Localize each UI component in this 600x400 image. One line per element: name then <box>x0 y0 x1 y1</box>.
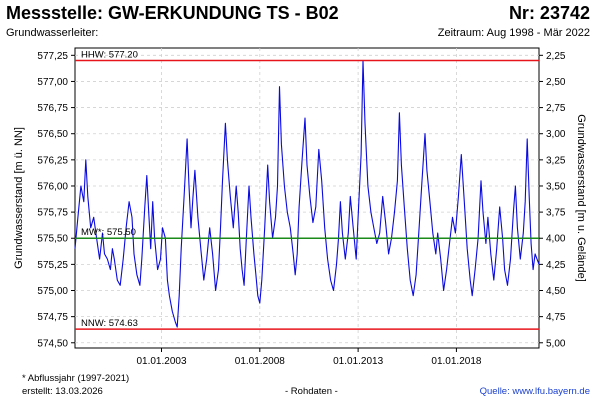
aquifer-label: Grundwasserleiter: <box>6 27 99 39</box>
y2-tick-label: 2,25 <box>546 51 566 62</box>
station-number: Nr: 23742 <box>508 3 590 23</box>
y2-tick-label: 3,75 <box>546 208 566 219</box>
created-date: erstellt: 13.03.2026 <box>22 386 103 397</box>
y-tick-label: 575,00 <box>37 286 68 297</box>
y2-tick-label: 3,25 <box>546 155 566 166</box>
y2-tick-label: 4,25 <box>546 260 566 271</box>
y-tick-label: 576,00 <box>37 181 68 192</box>
y2-axis-label: Grundwasserstand [m u. Gelände] <box>575 114 587 282</box>
axis-ticks: 574,50 574,75 575,00 575,25 575,50 575,75 576,… <box>37 51 565 367</box>
x-tick-label: 01.01.2003 <box>136 356 186 367</box>
page-title: Messstelle: GW-ERKUNDUNG TS - B02 <box>6 3 339 23</box>
y2-tick-label: 5,00 <box>546 338 566 349</box>
y-tick-label: 574,75 <box>37 312 68 323</box>
y-tick-label: 576,75 <box>37 103 68 114</box>
y2-tick-label: 4,50 <box>546 286 566 297</box>
y-tick-label: 577,00 <box>37 77 68 88</box>
y2-tick-label: 3,50 <box>546 181 566 192</box>
reference-lines: HHW: 577.20 MW*: 575.50 NNW: 574.63 <box>75 50 539 330</box>
series-line <box>74 59 540 328</box>
series-layer <box>74 59 540 328</box>
plot-area <box>74 47 540 349</box>
reference-line-label: NNW: 574.63 <box>81 318 138 329</box>
reference-line-label: MW*: 575.50 <box>81 227 136 238</box>
y2-tick-label: 3,00 <box>546 129 566 140</box>
reference-line-label: HHW: 577.20 <box>81 50 138 61</box>
source-link[interactable]: Quelle: www.lfu.bayern.de <box>479 386 590 397</box>
y2-tick-label: 4,00 <box>546 234 566 245</box>
footnote: * Abflussjahr (1997-2021) <box>22 373 130 384</box>
y-tick-label: 576,50 <box>37 129 68 140</box>
x-tick-label: 01.01.2018 <box>431 356 481 367</box>
y-axis-label: Grundwasserstand [m ü. NN] <box>13 127 25 269</box>
y-tick-label: 575,75 <box>37 208 68 219</box>
y2-tick-label: 4,75 <box>546 312 566 323</box>
y2-tick-label: 2,50 <box>546 77 566 88</box>
y-tick-label: 576,25 <box>37 155 68 166</box>
period-label: Zeitraum: Aug 1998 - Mär 2022 <box>437 27 590 39</box>
y-tick-label: 577,25 <box>37 51 68 62</box>
data-type-label: - Rohdaten - <box>285 386 338 397</box>
y-tick-label: 575,25 <box>37 260 68 271</box>
y-tick-label: 575,50 <box>37 234 68 245</box>
y2-tick-label: 2,75 <box>546 103 566 114</box>
x-tick-label: 01.01.2013 <box>333 356 383 367</box>
x-tick-label: 01.01.2008 <box>235 356 285 367</box>
y-tick-label: 574,50 <box>37 338 68 349</box>
